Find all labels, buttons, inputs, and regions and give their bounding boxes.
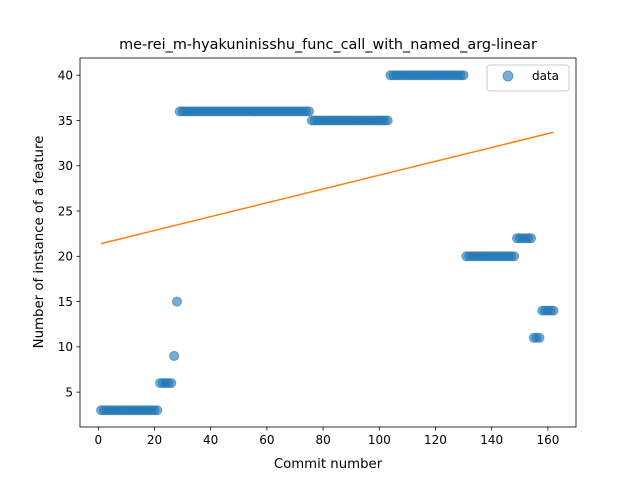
x-tick-label: 160 [536, 433, 559, 447]
x-tick-label: 40 [203, 433, 218, 447]
y-tick-label: 35 [58, 114, 73, 128]
plot-frame [79, 57, 577, 428]
fit-line [100, 131, 554, 245]
data-points [96, 70, 559, 416]
fit-line-group [100, 131, 554, 245]
y-tick-label: 40 [58, 69, 73, 83]
y-tick-label: 15 [58, 295, 73, 309]
y-axis-label: Number of instance of a feature [32, 136, 47, 349]
x-tick-label: 140 [480, 433, 503, 447]
data-point [166, 378, 177, 389]
data-point [171, 296, 182, 307]
x-tick-label: 120 [424, 433, 447, 447]
y-tick-label: 20 [58, 250, 73, 264]
data-point [548, 305, 559, 316]
x-tick-label: 20 [147, 433, 162, 447]
data-point [509, 251, 520, 262]
y-tick-label: 30 [58, 159, 73, 173]
data-point [458, 70, 469, 81]
y-tick-label: 25 [58, 204, 73, 218]
data-point [152, 405, 163, 416]
x-axis-label: Commit number [274, 457, 383, 472]
legend-marker [502, 70, 514, 82]
data-point [169, 350, 180, 361]
y-axis: 5 10 15 20 25 30 35 40 [58, 69, 80, 399]
legend: data [486, 64, 570, 92]
x-tick-label: 100 [368, 433, 391, 447]
x-tick-label: 0 [94, 433, 102, 447]
data-point [382, 115, 393, 126]
x-axis: 0 20 40 60 80 100 120 140 160 [94, 427, 559, 447]
legend-label-data: data [532, 69, 559, 83]
data-point [534, 332, 545, 343]
y-tick-label: 10 [58, 340, 73, 354]
plot-area [79, 57, 577, 428]
x-tick-label: 80 [315, 433, 330, 447]
data-point [526, 233, 537, 244]
plot-background [80, 58, 576, 427]
data-point [304, 106, 315, 117]
chart-title: me-rei_m-hyakuninisshu_func_call_with_na… [119, 37, 537, 53]
y-tick-label: 5 [65, 385, 73, 399]
x-tick-label: 60 [259, 433, 274, 447]
